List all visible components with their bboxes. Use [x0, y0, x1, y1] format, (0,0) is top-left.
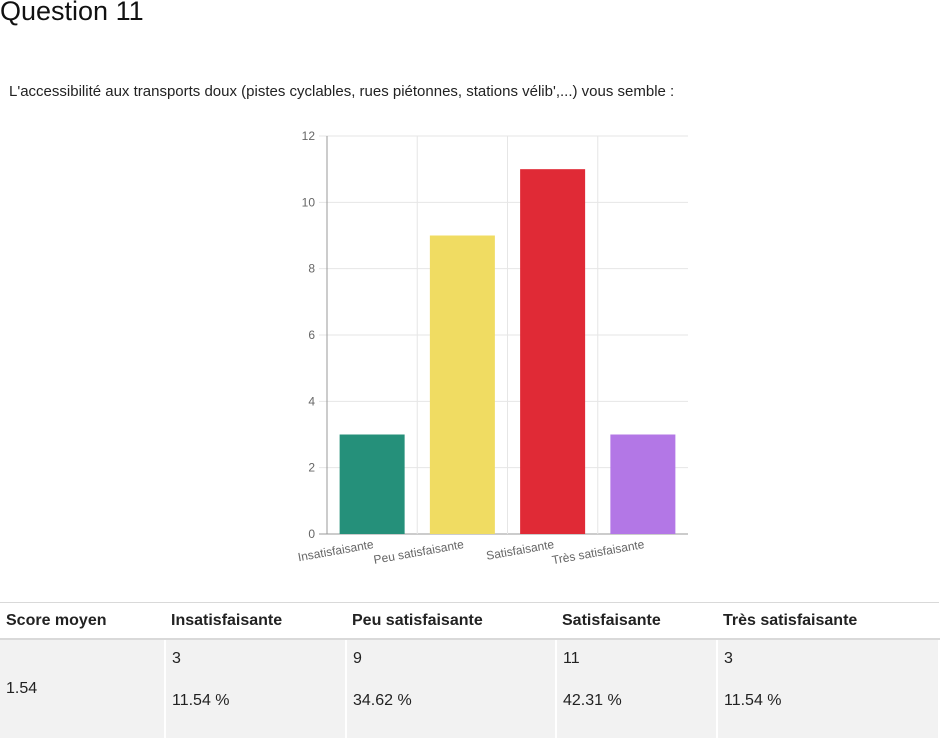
header-peu-satisfaisante: Peu satisfaisante [346, 602, 556, 640]
x-tick-label: Satisfaisante [485, 537, 555, 563]
table-header-row: Score moyen Insatisfaisante Peu satisfai… [0, 602, 939, 640]
percent-value: 34.62 % [353, 692, 412, 709]
chart-bars [339, 169, 676, 534]
header-tres-satisfaisante: Très satisfaisante [717, 602, 939, 640]
percent-value: 11.54 % [724, 692, 782, 709]
question-text: L'accessibilité aux transports doux (pis… [9, 83, 675, 100]
header-score: Score moyen [0, 602, 165, 640]
percent-value: 11.54 % [172, 692, 230, 709]
cell-satisfaisante: 11 42.31 % [556, 639, 718, 738]
score-value: 1.54 [0, 639, 166, 738]
y-tick-label: 4 [308, 394, 315, 408]
header-insatisfaisante: Insatisfaisante [165, 602, 346, 640]
count-value: 9 [353, 650, 362, 667]
bar [429, 235, 495, 534]
x-tick-label: Très satisfaisante [551, 537, 646, 567]
percent-value: 42.31 % [563, 692, 622, 709]
y-tick-label: 8 [308, 262, 315, 276]
count-value: 3 [724, 650, 733, 667]
y-tick-label: 0 [308, 527, 315, 541]
table-row: 1.54 3 11.54 % 9 34.62 % 11 42.31 % 3 11… [0, 639, 940, 738]
cell-insatisfaisante: 3 11.54 % [165, 639, 347, 738]
count-value: 11 [563, 650, 580, 667]
bar [339, 434, 405, 534]
y-tick-label: 6 [308, 328, 315, 342]
header-satisfaisante: Satisfaisante [556, 602, 717, 640]
bar [610, 434, 676, 534]
y-tick-label: 12 [302, 129, 316, 143]
count-value: 3 [172, 650, 181, 667]
x-tick-label: Peu satisfaisante [372, 537, 465, 567]
chart-y-ticks: 0 2 4 6 8 10 12 [302, 129, 316, 541]
bar [520, 169, 586, 534]
cell-tres-satisfaisante: 3 11.54 % [717, 639, 940, 738]
cell-peu-satisfaisante: 9 34.62 % [346, 639, 557, 738]
y-tick-label: 10 [302, 195, 316, 209]
x-tick-label: Insatisfaisante [297, 537, 375, 564]
results-table: Score moyen Insatisfaisante Peu satisfai… [0, 602, 940, 738]
y-tick-label: 2 [308, 461, 315, 475]
page-title: Question 11 [0, 0, 144, 26]
